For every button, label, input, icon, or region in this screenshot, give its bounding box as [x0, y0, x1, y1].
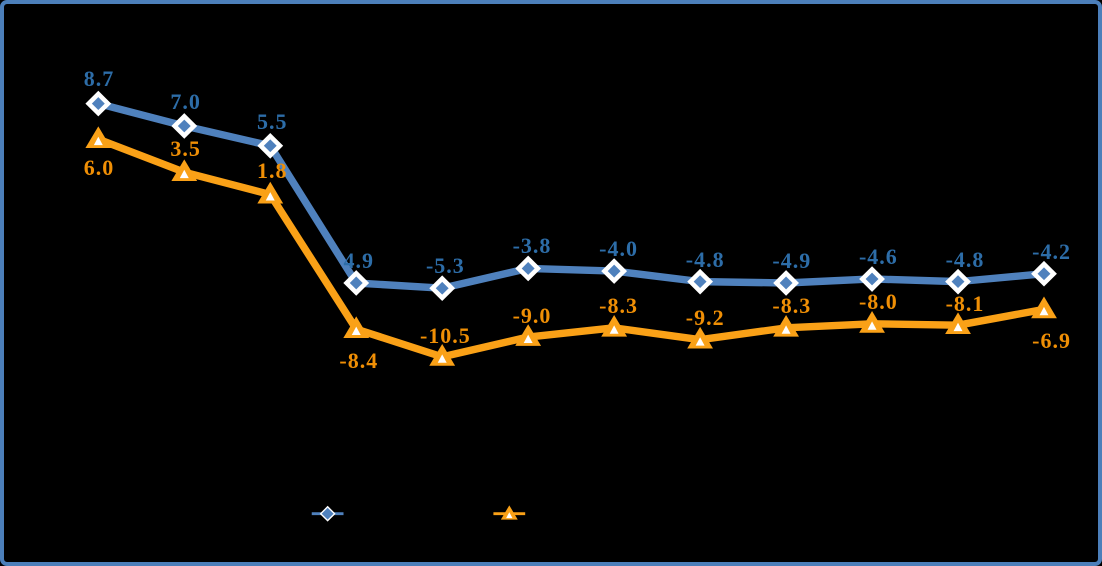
triangle-marker-core — [609, 325, 619, 334]
triangle-marker-core — [781, 325, 791, 334]
triangle-marker-core — [867, 321, 877, 330]
diamond-marker-core — [865, 272, 879, 286]
legend-blue-diamond-icon-core — [321, 507, 334, 520]
legend-orange-triangle-icon-core — [506, 512, 513, 519]
diamond-marker-core — [951, 275, 965, 289]
triangle-marker-core — [93, 136, 103, 146]
triangle-marker-core — [351, 326, 361, 336]
blue-diamond-series-line — [97, 99, 1045, 292]
orange-triangle-series-line — [96, 135, 1045, 361]
diamond-marker-core — [435, 281, 449, 295]
triangle-marker-core — [179, 169, 189, 179]
diamond-marker-core — [1037, 267, 1051, 281]
diamond-marker-core — [349, 276, 363, 290]
triangle-marker-core — [953, 322, 963, 332]
triangle-marker-core — [437, 354, 447, 363]
triangle-marker-core — [265, 192, 275, 201]
triangle-marker-core — [1039, 306, 1049, 316]
diamond-marker-core — [607, 264, 621, 278]
diamond-marker-core — [177, 119, 191, 133]
line-chart-canvas — [85, 90, 1057, 522]
triangle-marker-core — [523, 334, 533, 343]
triangle-marker-core — [695, 337, 705, 346]
diamond-marker-core — [91, 97, 105, 110]
